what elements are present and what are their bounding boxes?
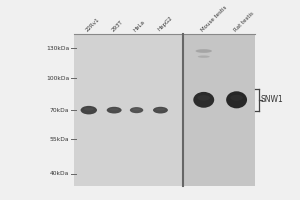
Ellipse shape: [156, 108, 165, 110]
Ellipse shape: [133, 108, 141, 110]
Ellipse shape: [130, 107, 143, 113]
Ellipse shape: [196, 49, 212, 53]
Text: Rat testis: Rat testis: [233, 10, 255, 32]
Ellipse shape: [153, 107, 168, 113]
Text: Mouse testis: Mouse testis: [200, 4, 228, 32]
Text: 40kDa: 40kDa: [50, 171, 69, 176]
Text: 130kDa: 130kDa: [46, 46, 69, 51]
Ellipse shape: [198, 55, 210, 58]
Ellipse shape: [110, 108, 118, 110]
Text: 293T: 293T: [111, 19, 124, 32]
Ellipse shape: [81, 106, 97, 114]
Ellipse shape: [84, 108, 94, 111]
Text: HepG2: HepG2: [157, 15, 174, 32]
Text: 22Rv1: 22Rv1: [85, 16, 101, 32]
Ellipse shape: [197, 95, 210, 101]
Text: 70kDa: 70kDa: [50, 108, 69, 113]
Text: 55kDa: 55kDa: [50, 137, 69, 142]
Ellipse shape: [230, 95, 243, 101]
Bar: [74, 34, 183, 186]
Ellipse shape: [193, 92, 214, 108]
Ellipse shape: [226, 91, 247, 108]
Bar: [183, 34, 254, 186]
Text: 100kDa: 100kDa: [46, 76, 69, 81]
Text: SNW1: SNW1: [260, 95, 283, 104]
Text: HeLa: HeLa: [133, 19, 146, 32]
Ellipse shape: [107, 107, 122, 113]
